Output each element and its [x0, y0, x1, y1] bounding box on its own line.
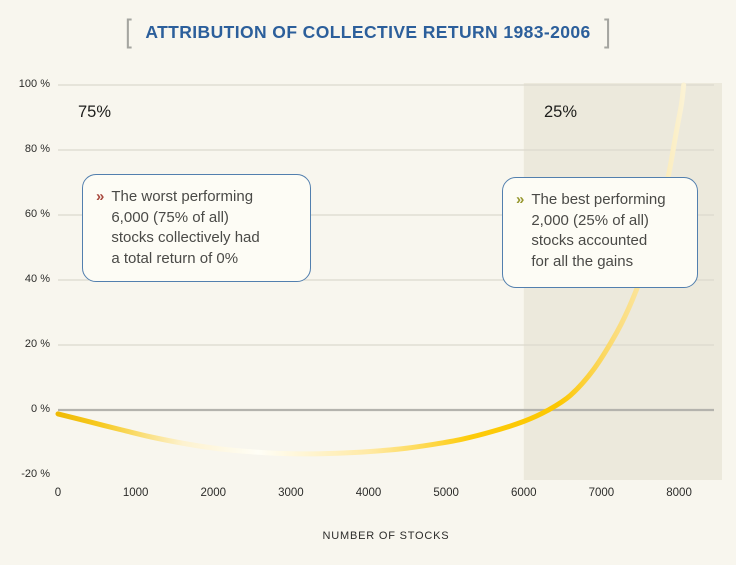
- y-tick-label: 40 %: [24, 273, 50, 285]
- chart-title: ATTRIBUTION OF COLLECTIVE RETURN 1983-20…: [145, 22, 591, 42]
- x-tick-label: 0: [54, 487, 62, 499]
- x-tick-label: 3000: [278, 487, 304, 499]
- callout-bullet-icon: »: [96, 188, 105, 205]
- y-tick-label: 0 %: [31, 403, 50, 415]
- y-tick-label: 20 %: [24, 338, 50, 350]
- worst-performing-callout-text: The worst performing 6,000 (75% of all) …: [111, 188, 260, 267]
- y-tick-label: 100 %: [18, 78, 50, 90]
- worst-performing-callout: » The worst performing 6,000 (75% of all…: [82, 174, 311, 282]
- left-bracket: [: [125, 13, 133, 49]
- callout-bullet-icon: »: [516, 191, 525, 208]
- x-tick-label: 6000: [511, 487, 537, 499]
- x-tick-label: 2000: [200, 487, 227, 499]
- x-tick-label: 1000: [122, 487, 149, 499]
- x-tick-label: 5000: [433, 487, 459, 499]
- right-bracket: ]: [603, 13, 611, 49]
- y-tick-label: 80 %: [24, 143, 50, 155]
- best-performing-callout-text: The best performing 2,000 (25% of all) s…: [531, 191, 666, 270]
- left-region-share-label: 75%: [78, 103, 112, 121]
- x-axis-title: NUMBER OF STOCKS: [322, 530, 450, 542]
- best-performing-callout: » The best performing 2,000 (25% of all)…: [502, 177, 698, 288]
- x-tick-label: 7000: [588, 487, 615, 499]
- y-tick-label: 60 %: [24, 208, 50, 220]
- right-region-share-label: 25%: [544, 103, 578, 121]
- chart-title-row: [ ATTRIBUTION OF COLLECTIVE RETURN 1983-…: [0, 13, 736, 49]
- x-tick-label: 4000: [355, 487, 382, 499]
- x-tick-label: 8000: [666, 487, 692, 499]
- y-tick-label: -20 %: [21, 468, 50, 480]
